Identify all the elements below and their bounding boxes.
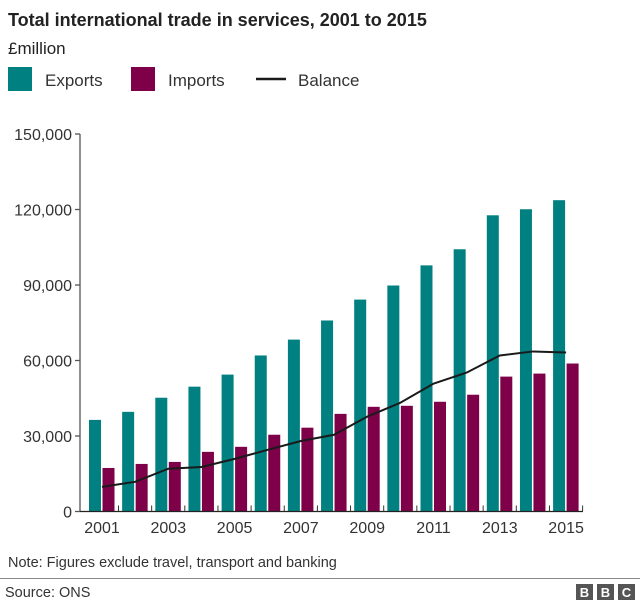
bar-exports-2001 [89, 419, 101, 512]
bar-imports-2007 [301, 427, 314, 512]
chart-source: Source: ONS [5, 585, 90, 601]
bar-imports-2006 [268, 434, 281, 512]
bar-imports-2014 [533, 373, 546, 512]
legend-swatch-exports [8, 67, 32, 91]
y-tick-label: 150,000 [14, 127, 72, 144]
y-tick-label: 60,000 [23, 354, 72, 371]
balance-line [101, 350, 567, 488]
bar-exports-2007 [287, 339, 300, 512]
legend: Exports Imports Balance [8, 67, 359, 91]
x-tick-label: 2001 [84, 520, 120, 537]
bar-exports-2014 [519, 209, 532, 512]
bar-exports-2006 [254, 355, 267, 512]
bar-exports-2010 [387, 285, 400, 512]
y-tick-label: 0 [63, 505, 72, 522]
x-tick-label: 2005 [217, 520, 253, 537]
x-axis: 2001 2003 2005 2007 2009 2011 2013 2015 [80, 505, 584, 537]
bar-exports-2003 [155, 397, 168, 512]
y-tick-label: 90,000 [23, 278, 72, 295]
bar-imports-2008 [334, 413, 347, 512]
bar-imports-2002 [135, 463, 148, 512]
x-tick-label: 2015 [548, 520, 584, 537]
legend-label-balance: Balance [298, 71, 359, 90]
bar-imports-2015 [566, 363, 579, 512]
bars [89, 200, 579, 512]
x-tick-label: 2009 [349, 520, 385, 537]
chart-note: Note: Figures exclude travel, transport … [8, 555, 337, 571]
bar-imports-2001 [102, 467, 115, 512]
bar-exports-2002 [122, 411, 135, 512]
x-tick-label: 2011 [416, 520, 451, 537]
svg-text:C: C [622, 585, 632, 600]
bar-imports-2010 [400, 405, 413, 512]
bar-imports-2003 [168, 461, 181, 512]
y-tick-label: 120,000 [14, 203, 72, 220]
x-tick-label: 2013 [482, 520, 518, 537]
bar-exports-2012 [453, 249, 466, 512]
balance-line-group [101, 350, 567, 488]
bbc-logo: B B C [576, 584, 635, 600]
bar-exports-2009 [354, 299, 367, 512]
legend-label-imports: Imports [168, 71, 225, 90]
chart-title: Total international trade in services, 2… [8, 10, 427, 30]
bar-imports-2012 [467, 394, 480, 512]
bar-imports-2011 [434, 401, 446, 512]
svg-text:B: B [601, 585, 610, 600]
bar-exports-2005 [221, 374, 234, 512]
bar-imports-2005 [235, 446, 248, 512]
x-tick-label: 2007 [283, 520, 319, 537]
legend-swatch-imports [131, 67, 155, 91]
x-tick-label: 2003 [151, 520, 187, 537]
bar-imports-2004 [201, 451, 214, 512]
bar-exports-2013 [486, 215, 499, 512]
y-tick-label: 30,000 [23, 429, 72, 446]
y-axis: 0 30,000 60,000 90,000 120,000 150,000 [14, 127, 81, 522]
legend-label-exports: Exports [45, 71, 103, 90]
bar-exports-2015 [553, 200, 566, 512]
bar-exports-2004 [188, 386, 201, 512]
svg-text:B: B [580, 585, 589, 600]
bar-imports-2009 [367, 406, 380, 512]
chart-subtitle: £million [8, 39, 66, 58]
bar-imports-2013 [500, 376, 513, 512]
bar-exports-2008 [321, 320, 334, 512]
